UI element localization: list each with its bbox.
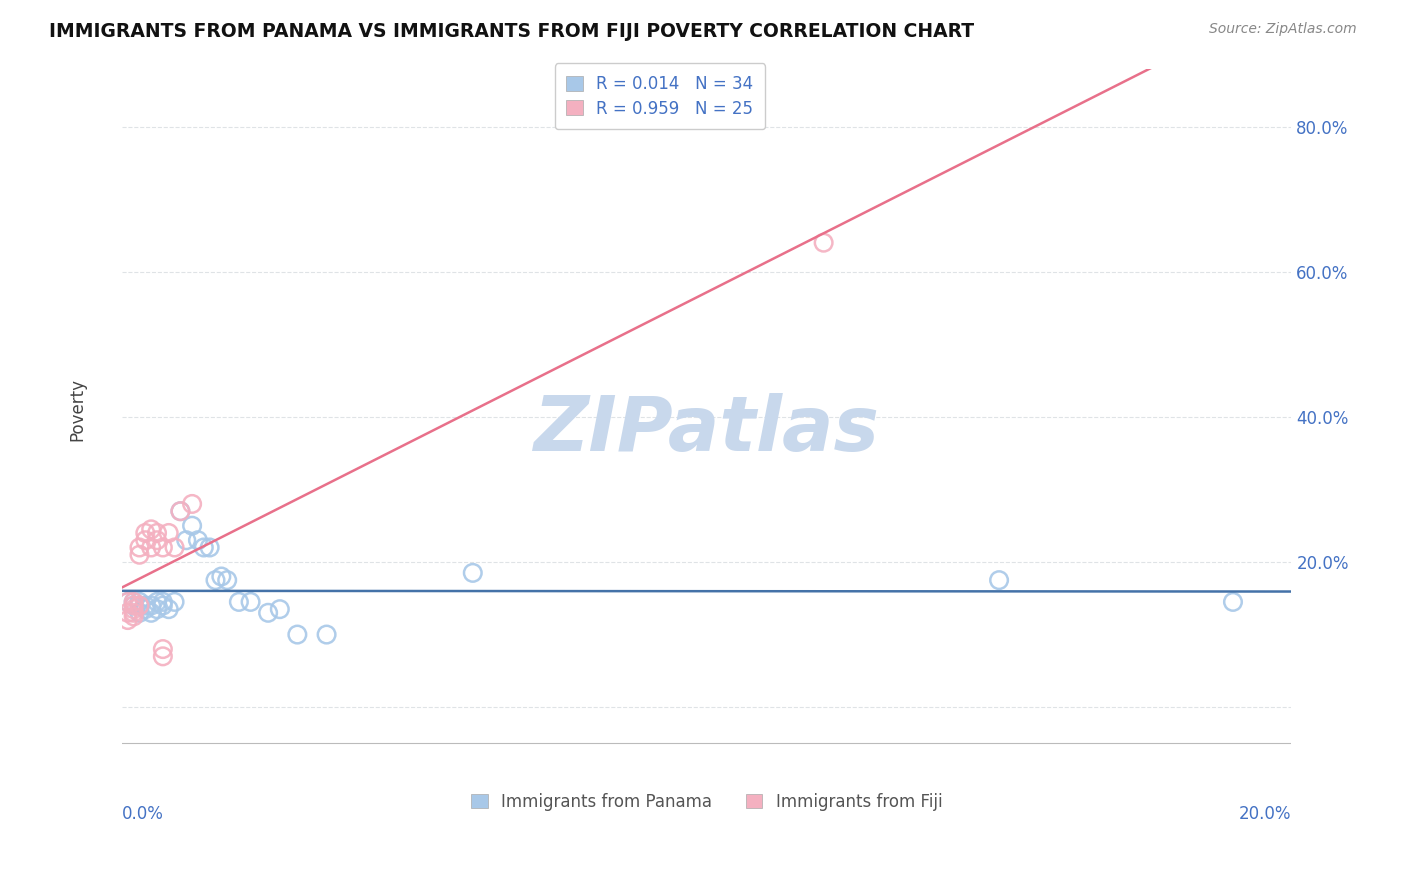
Point bbox=[128, 606, 150, 620]
Point bbox=[146, 525, 169, 540]
Text: IMMIGRANTS FROM PANAMA VS IMMIGRANTS FROM FIJI POVERTY CORRELATION CHART: IMMIGRANTS FROM PANAMA VS IMMIGRANTS FRO… bbox=[49, 22, 974, 41]
Text: ZIPatlas: ZIPatlas bbox=[534, 393, 880, 467]
Point bbox=[152, 595, 174, 609]
Point bbox=[187, 533, 209, 548]
Text: 20.0%: 20.0% bbox=[1239, 805, 1292, 823]
Point bbox=[128, 599, 150, 613]
Point bbox=[163, 595, 186, 609]
Point bbox=[117, 595, 139, 609]
Point bbox=[122, 599, 145, 613]
Point bbox=[1222, 595, 1244, 609]
Text: Source: ZipAtlas.com: Source: ZipAtlas.com bbox=[1209, 22, 1357, 37]
Point bbox=[122, 609, 145, 624]
Point bbox=[117, 613, 139, 627]
Point bbox=[239, 595, 262, 609]
Text: Poverty: Poverty bbox=[69, 378, 87, 442]
Point bbox=[128, 541, 150, 555]
Point bbox=[146, 595, 169, 609]
Point bbox=[122, 595, 145, 609]
Point bbox=[152, 599, 174, 613]
Point bbox=[169, 504, 191, 518]
Point bbox=[134, 533, 156, 548]
Point bbox=[285, 627, 308, 641]
Point bbox=[157, 525, 180, 540]
Point bbox=[315, 627, 337, 641]
Point bbox=[117, 606, 139, 620]
Point bbox=[128, 548, 150, 562]
Point bbox=[204, 573, 226, 587]
Point bbox=[122, 595, 145, 609]
Point bbox=[193, 541, 215, 555]
Point bbox=[146, 533, 169, 548]
Point bbox=[988, 573, 1011, 587]
Point bbox=[163, 541, 186, 555]
Point bbox=[152, 642, 174, 657]
Point bbox=[141, 541, 163, 555]
Point bbox=[134, 599, 156, 613]
Point bbox=[181, 518, 204, 533]
Point bbox=[157, 602, 180, 616]
Point bbox=[128, 595, 150, 609]
Legend: Immigrants from Panama, Immigrants from Fiji: Immigrants from Panama, Immigrants from … bbox=[464, 786, 949, 817]
Point bbox=[181, 497, 204, 511]
Point bbox=[146, 602, 169, 616]
Point bbox=[141, 522, 163, 536]
Point bbox=[169, 504, 191, 518]
Point bbox=[152, 649, 174, 664]
Point bbox=[134, 525, 156, 540]
Point bbox=[461, 566, 484, 580]
Point bbox=[813, 235, 835, 250]
Point bbox=[209, 569, 232, 583]
Point bbox=[141, 599, 163, 613]
Point bbox=[228, 595, 250, 609]
Point bbox=[122, 602, 145, 616]
Point bbox=[269, 602, 291, 616]
Point bbox=[217, 573, 239, 587]
Point bbox=[117, 595, 139, 609]
Point bbox=[141, 606, 163, 620]
Point bbox=[174, 533, 197, 548]
Point bbox=[128, 599, 150, 613]
Point bbox=[122, 599, 145, 613]
Point bbox=[198, 541, 221, 555]
Text: 0.0%: 0.0% bbox=[122, 805, 165, 823]
Point bbox=[122, 606, 145, 620]
Point bbox=[134, 602, 156, 616]
Point bbox=[257, 606, 280, 620]
Point bbox=[152, 541, 174, 555]
